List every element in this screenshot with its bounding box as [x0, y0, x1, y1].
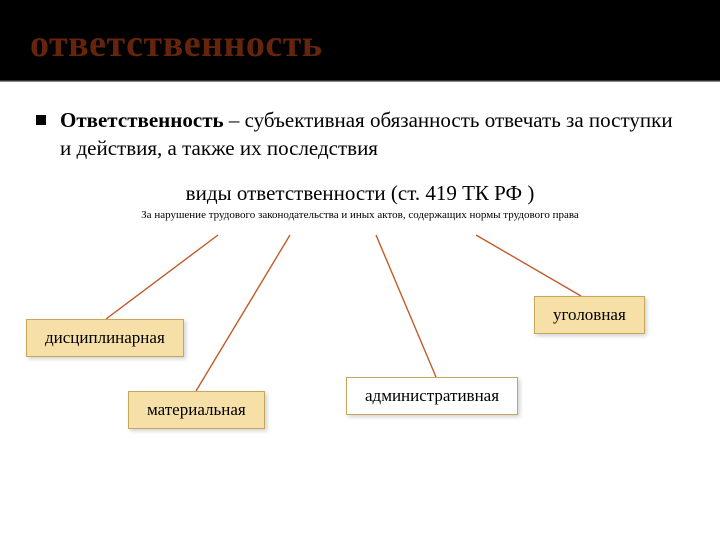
diagram-area: дисциплинарная материальная администрати… [36, 233, 684, 493]
content-area: Ответственность – субъективная обязаннос… [0, 82, 720, 493]
page-title: ответственность [30, 22, 720, 66]
note-text: За нарушение трудового законодательства … [36, 209, 684, 221]
bullet-icon [36, 115, 46, 125]
definition-row: Ответственность – субъективная обязаннос… [36, 106, 684, 163]
subtitle: виды ответственности (ст. 419 ТК РФ ) [36, 181, 684, 206]
box-criminal: уголовная [534, 296, 645, 334]
term: Ответственность [60, 108, 224, 132]
definition-text: Ответственность – субъективная обязаннос… [60, 106, 684, 163]
header-bar: ответственность [0, 0, 720, 81]
box-administrative: административная [346, 377, 518, 415]
connector-lines [36, 233, 684, 493]
box-material: материальная [128, 391, 265, 429]
box-disciplinary: дисциплинарная [26, 319, 184, 357]
